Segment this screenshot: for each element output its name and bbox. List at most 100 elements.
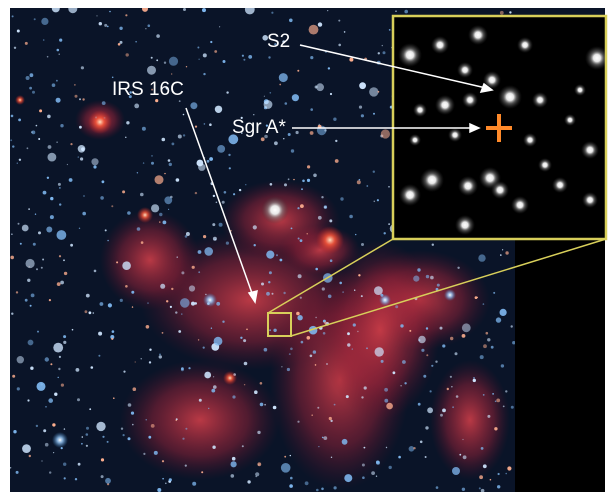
star [424,456,427,458]
star [494,427,498,431]
star [483,344,487,349]
star [212,236,217,241]
star [10,114,14,118]
star [290,476,293,480]
star [395,10,397,12]
star [180,298,190,308]
star [247,480,251,484]
star [358,105,363,109]
star [98,354,101,357]
star [109,10,111,13]
star [136,172,139,174]
star [77,462,81,466]
star [50,363,53,366]
star [480,447,484,450]
star [88,311,92,315]
star [162,220,167,225]
star [59,203,62,206]
star [136,227,141,231]
star [289,484,293,488]
star [25,258,35,269]
star [111,205,114,208]
star [276,254,278,257]
star [293,178,295,181]
star [499,308,507,316]
bright-star [203,293,217,307]
star [93,165,97,169]
star [197,250,202,254]
star [31,130,36,135]
star [455,395,459,398]
star [310,108,314,111]
star [204,247,213,256]
star [381,44,383,47]
star [510,325,513,328]
inset-star [448,128,462,142]
star [282,40,286,44]
star [25,76,30,80]
star [418,335,426,344]
star [213,336,223,346]
star [96,421,106,432]
label-sgra: Sgr A* [232,117,286,138]
star [107,25,109,28]
star [440,413,443,417]
star [442,344,446,348]
inset-star [523,133,537,147]
star [28,208,30,210]
star [509,11,512,14]
star [510,405,514,409]
star [203,72,206,76]
star [449,375,452,378]
star [162,477,164,480]
star [211,388,216,393]
star [369,87,379,97]
star [63,428,66,430]
star [53,452,55,454]
bright-star [88,110,112,134]
star [243,58,246,61]
star [452,406,454,409]
nebula-cloud [120,360,280,480]
star [487,338,491,342]
star [192,481,197,486]
star [58,255,62,258]
star [29,86,32,90]
star [62,462,67,466]
star [507,466,512,471]
star [273,328,277,332]
star [388,29,391,31]
star [161,137,166,142]
star [233,193,236,196]
bright-star [137,207,153,223]
star [345,395,349,399]
star [85,433,89,436]
star [12,374,16,378]
star [125,14,128,17]
star [131,290,135,294]
star [374,347,384,357]
star [38,231,41,235]
star [77,398,80,402]
star [96,15,98,17]
star [56,230,67,240]
star [213,385,217,389]
star [90,366,94,369]
star [321,487,324,491]
star [327,10,329,12]
star [404,382,407,385]
star [209,123,212,126]
star [289,454,291,457]
star [149,348,152,351]
star [505,390,508,393]
star [132,387,137,392]
star [33,18,36,21]
star [254,390,258,395]
inset-star [457,62,473,78]
star [125,53,129,57]
star [147,65,156,75]
star [142,162,145,164]
star [263,347,268,352]
star [198,398,202,402]
